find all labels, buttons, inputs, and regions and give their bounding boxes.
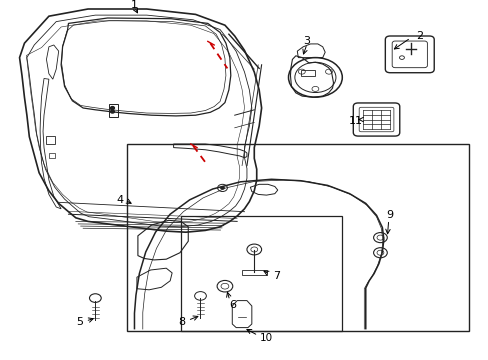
Bar: [49, 153, 55, 158]
Bar: [181, 216, 342, 331]
Bar: [300, 70, 315, 76]
Text: 2: 2: [415, 31, 423, 41]
Bar: [127, 144, 468, 331]
Circle shape: [220, 186, 224, 190]
Text: 1: 1: [131, 0, 138, 10]
Text: 7: 7: [272, 271, 279, 282]
Text: 10: 10: [260, 333, 272, 343]
Bar: [108, 104, 118, 117]
Text: 6: 6: [229, 300, 236, 310]
Text: 5: 5: [76, 317, 82, 327]
Text: 8: 8: [178, 317, 185, 327]
Bar: [46, 136, 55, 144]
Text: 11: 11: [348, 116, 362, 126]
Circle shape: [110, 107, 114, 109]
Text: 9: 9: [386, 210, 393, 220]
Text: 3: 3: [303, 36, 310, 46]
Bar: [242, 270, 266, 275]
Text: 4: 4: [116, 195, 123, 205]
Circle shape: [110, 110, 114, 113]
